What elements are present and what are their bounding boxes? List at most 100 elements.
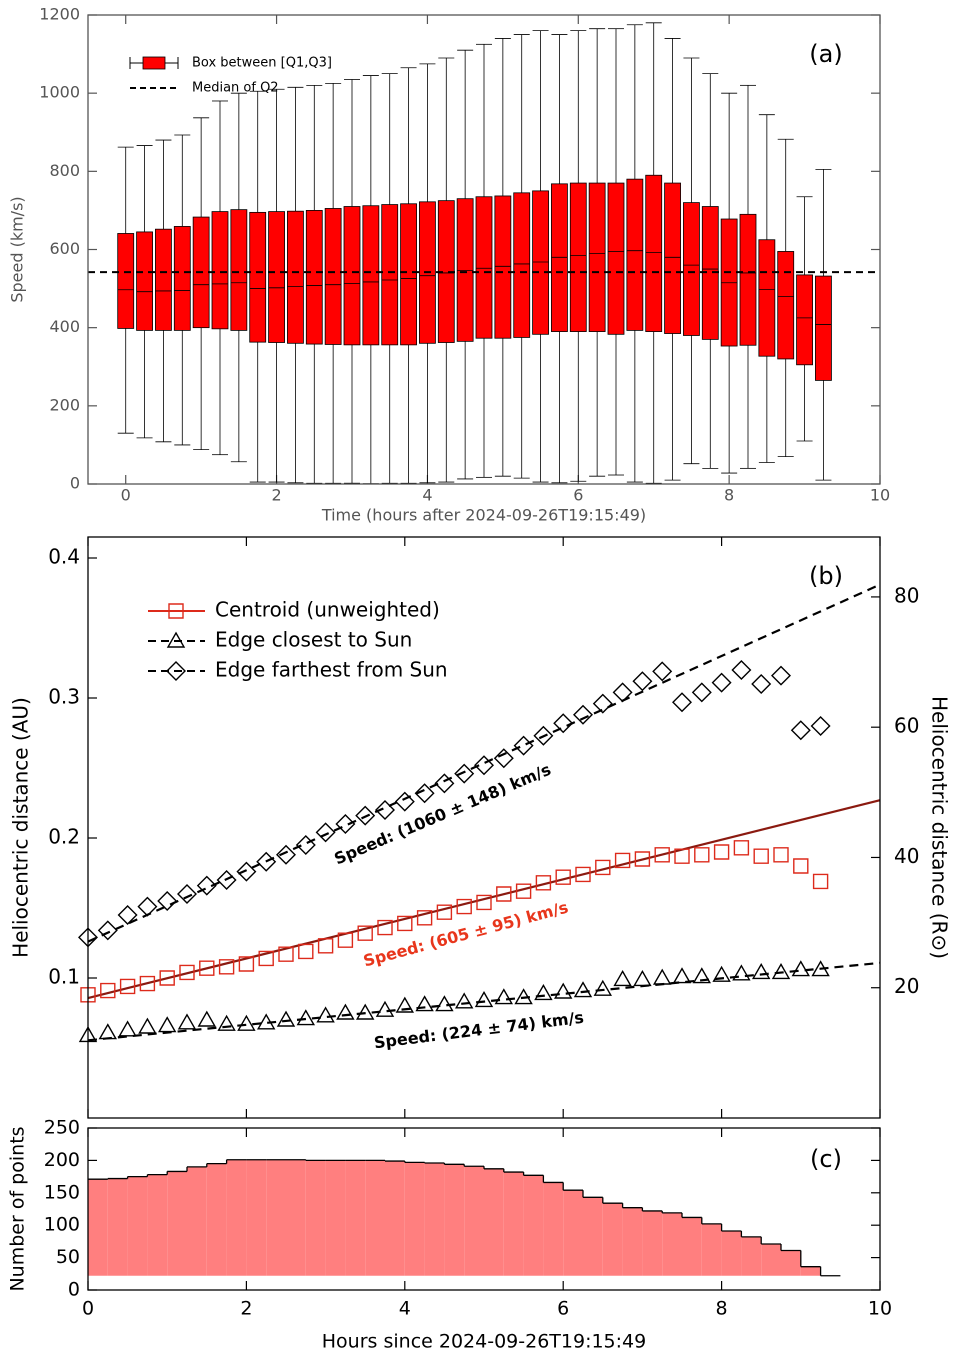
bar — [503, 1172, 524, 1276]
data-point — [375, 800, 395, 820]
y-tick-label: 0.2 — [48, 825, 80, 849]
data-point — [811, 960, 830, 977]
data-point — [98, 1023, 118, 1040]
y-tick-label: 0.3 — [48, 685, 80, 709]
annotation: Speed: (224 ± 74) km/s — [373, 1008, 585, 1053]
data-point — [416, 910, 433, 926]
data-point — [218, 959, 235, 975]
y2-axis-label: Heliocentric distance (R⊙) — [928, 696, 952, 959]
data-point — [315, 822, 336, 843]
data-point — [415, 995, 434, 1012]
data-point — [317, 938, 334, 954]
data-point — [575, 866, 591, 883]
data-point — [476, 894, 492, 911]
bar — [147, 1174, 168, 1276]
data-point — [139, 975, 156, 992]
x-tick-label: 10 — [870, 486, 890, 505]
x-tick-label: 2 — [271, 486, 281, 505]
data-point — [337, 932, 354, 948]
y2-tick-label: 60 — [894, 714, 919, 738]
legend-swatch — [142, 56, 166, 70]
x-axis-label: Hours since 2024-09-26T19:15:49 — [322, 1331, 646, 1353]
data-point — [355, 1003, 375, 1020]
box — [683, 202, 700, 336]
plot-frame — [87, 536, 881, 1119]
y-tick-label: 50 — [56, 1246, 80, 1268]
data-point — [435, 995, 454, 1012]
data-point — [771, 962, 791, 980]
data-point — [276, 844, 296, 865]
bar — [107, 1178, 128, 1276]
data-point — [791, 960, 811, 977]
data-point — [157, 1016, 177, 1033]
data-point — [634, 851, 651, 867]
box — [362, 205, 380, 346]
data-point — [117, 905, 138, 925]
bar — [325, 1160, 346, 1276]
fit-line — [87, 961, 881, 1042]
data-point — [278, 946, 294, 962]
y-tick-label: 1000 — [39, 83, 80, 102]
bar — [543, 1182, 564, 1276]
legend-marker — [166, 661, 186, 681]
y-axis-label: Number of points — [7, 1126, 29, 1291]
data-point — [336, 1003, 355, 1020]
data-point — [672, 967, 692, 984]
data-point — [790, 720, 811, 741]
box — [324, 208, 342, 345]
plot-frame — [87, 1127, 881, 1291]
y-tick-label: 200 — [49, 395, 80, 414]
bar — [682, 1217, 702, 1276]
data-point — [159, 970, 175, 986]
panel-label: (c) — [810, 1145, 842, 1173]
y-tick-label: 0.1 — [48, 965, 80, 989]
bar — [246, 1159, 267, 1276]
data-point — [434, 773, 455, 794]
box — [249, 211, 267, 343]
data-point — [397, 915, 413, 932]
data-point — [515, 883, 532, 899]
y-tick-label: 1200 — [39, 5, 80, 24]
x-tick-label: 0 — [121, 486, 131, 505]
bar — [305, 1160, 326, 1276]
box — [815, 275, 832, 381]
bar — [88, 1179, 108, 1276]
x-tick-label: 4 — [399, 1298, 411, 1320]
y-tick-label: 0.4 — [48, 545, 80, 569]
data-point — [256, 1013, 276, 1030]
y-axis-label: Speed (km/s) — [8, 196, 27, 302]
data-point — [474, 990, 494, 1008]
data-point — [236, 861, 257, 882]
data-point — [732, 964, 751, 981]
data-point — [771, 665, 791, 686]
data-point — [753, 848, 769, 864]
box — [758, 239, 776, 357]
data-point — [595, 859, 611, 876]
bar — [800, 1266, 821, 1276]
bar — [523, 1175, 544, 1276]
legend-label: Median of Q2 — [192, 81, 279, 96]
data-point — [613, 969, 632, 987]
legend-label: Edge farthest from Sun — [215, 658, 448, 682]
data-point — [394, 791, 415, 812]
y2-tick-label: 20 — [894, 974, 919, 998]
data-point — [573, 981, 593, 998]
bar — [206, 1163, 227, 1276]
data-point — [216, 870, 237, 890]
box — [645, 174, 663, 332]
x-tick-label: 8 — [716, 1298, 728, 1320]
data-point — [812, 873, 829, 890]
bar — [583, 1197, 603, 1276]
data-point — [177, 1013, 197, 1030]
bar — [642, 1210, 663, 1276]
data-point — [80, 987, 96, 1003]
data-point — [199, 960, 215, 976]
y-tick-label: 150 — [44, 1181, 80, 1203]
bar — [721, 1231, 742, 1276]
box — [664, 182, 681, 334]
data-point — [395, 996, 415, 1013]
plot-frame — [87, 14, 881, 485]
box — [400, 203, 417, 346]
data-point — [713, 844, 730, 860]
box — [230, 209, 248, 331]
